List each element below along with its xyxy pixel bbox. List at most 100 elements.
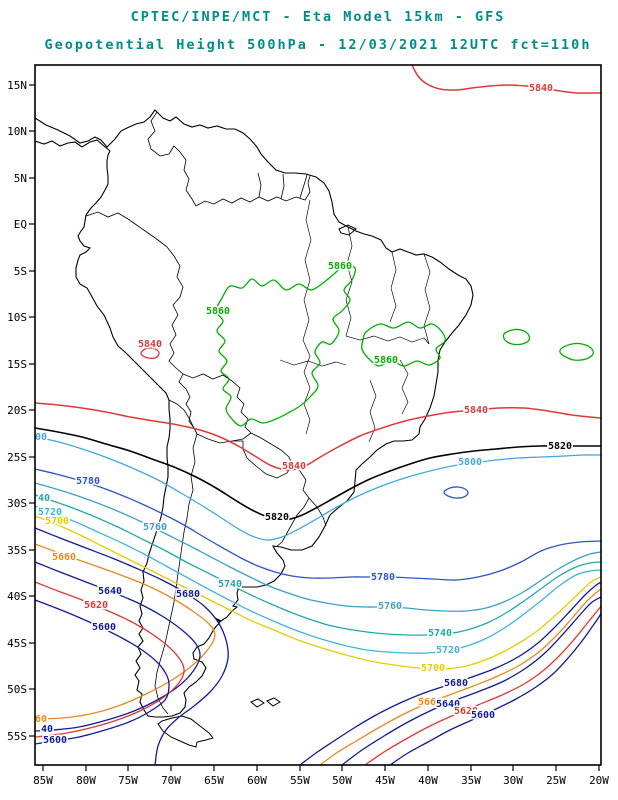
lat-label-30S: 30S	[7, 497, 27, 510]
contour-label-5660: 60	[35, 714, 47, 725]
contour-5820-line	[35, 427, 601, 521]
contour-label-5760: 5760	[378, 601, 402, 612]
contour-label-5740: 5740	[218, 579, 242, 590]
border-uruguay-brazil	[308, 497, 327, 527]
contour-label-5640: 40	[41, 724, 53, 735]
state-line-3	[423, 253, 431, 345]
contour-5860-line	[502, 328, 531, 346]
state-line-2	[389, 251, 397, 323]
contour-5720-line	[35, 505, 601, 654]
lat-label-25S: 25S	[7, 451, 27, 464]
map-frame	[34, 64, 602, 766]
border-argentina-brazil-uruguay	[275, 464, 310, 548]
contour-5680-line	[299, 581, 601, 765]
contour-label-5820: 5820	[548, 441, 572, 452]
contour-label-5640: 5640	[436, 699, 460, 710]
lat-label-40S: 40S	[7, 590, 27, 603]
contour-layer	[35, 65, 601, 765]
lat-label-55S: 55S	[7, 730, 27, 743]
title-line-1: CPTEC/INPE/MCT - Eta Model 15km - GFS	[131, 9, 506, 25]
contour-label-5640: 5640	[98, 586, 122, 597]
contour-label-5720: 5720	[38, 507, 62, 518]
contour-label-5620: 5620	[454, 706, 478, 717]
title-line-2: Geopotential Height 500hPa - 12/03/2021 …	[45, 37, 592, 53]
state-line-1	[345, 226, 353, 337]
contour-label-5700: 5700	[45, 516, 69, 527]
lat-label-15S: 15S	[7, 358, 27, 371]
contour-label-5840: 5840	[282, 461, 306, 472]
contour-5760-line	[35, 482, 601, 612]
state-line-5	[345, 335, 430, 345]
border-bolivia-brazil	[182, 373, 252, 434]
contour-5800-line	[443, 486, 469, 499]
island-marajo	[338, 224, 357, 236]
lat-label-EQ: EQ	[14, 218, 27, 231]
contour-label-5700: 5700	[421, 663, 445, 674]
contour-5860-line	[559, 342, 594, 361]
lon-label-65W: 65W	[204, 774, 224, 787]
axis-layer: 15N 10N 5N EQ 5S 10S 15S 20S 25S 30S 35S 40S 45S 50S 5…	[7, 79, 609, 787]
contour-label-5720: 5720	[436, 645, 460, 656]
border-andes-north	[85, 211, 168, 248]
contour-5840-line	[411, 65, 601, 94]
state-line-9	[399, 359, 409, 415]
lat-label-35S: 35S	[7, 544, 27, 557]
lat-label-20S: 20S	[7, 404, 27, 417]
contour-label-5680: 5680	[176, 589, 200, 600]
contour-5660-line	[319, 588, 601, 765]
lat-label-45S: 45S	[7, 637, 27, 650]
lon-label-20W: 20W	[589, 774, 609, 787]
state-line-8	[368, 379, 377, 443]
lon-label-25W: 25W	[546, 774, 566, 787]
contour-label-5800: 00	[35, 432, 47, 443]
coast-main	[35, 109, 474, 718]
contour-5800-line	[35, 436, 601, 541]
contour-label-5840: 5840	[464, 405, 488, 416]
contour-label-5840: 5840	[138, 339, 162, 350]
contour-label-5860: 5860	[374, 355, 398, 366]
contour-label-5600: 5600	[471, 710, 495, 721]
contour-5860-line	[360, 321, 446, 367]
contour-5680-line	[35, 527, 229, 765]
contour-5780-line	[35, 468, 601, 581]
state-line-4	[302, 199, 312, 341]
contour-label-5860: 5860	[328, 261, 352, 272]
lat-label-10N: 10N	[7, 125, 27, 138]
contour-5600-line	[35, 599, 170, 745]
contour-label-5800: 5800	[458, 457, 482, 468]
border-paraguay	[232, 432, 293, 479]
contour-label-layer: 5860 5860 5860 5840 5840 5840 5840 5820 5820 00 58…	[35, 82, 574, 748]
island-falkland-2	[266, 697, 281, 707]
contour-label-5660: 5660	[52, 552, 76, 563]
geography-layer	[35, 109, 474, 748]
lat-label-5S: 5S	[14, 265, 27, 278]
contour-label-5760: 5760	[143, 522, 167, 533]
border-chile-bolivia	[168, 399, 198, 435]
island-falkland-1	[250, 698, 265, 708]
lon-label-70W: 70W	[161, 774, 181, 787]
border-colombia-venezuela	[147, 111, 197, 207]
contour-5620-line	[35, 581, 185, 738]
lon-label-30W: 30W	[503, 774, 523, 787]
contour-5600-line	[389, 612, 601, 765]
lon-label-40W: 40W	[418, 774, 438, 787]
contour-label-5600: 5600	[43, 735, 67, 746]
contour-label-5780: 5780	[76, 476, 100, 487]
lon-label-55W: 55W	[290, 774, 310, 787]
border-north-chain	[195, 175, 311, 207]
contour-5840-line	[140, 347, 160, 360]
island-tierra-del-fuego	[157, 715, 214, 748]
lon-label-45W: 45W	[375, 774, 395, 787]
contour-5860-line	[215, 264, 357, 427]
contour-5660-line	[35, 543, 216, 720]
lon-label-50W: 50W	[332, 774, 352, 787]
border-guyana-e	[280, 173, 285, 200]
contour-label-5740: 5740	[428, 628, 452, 639]
contour-label-5820: 5820	[265, 512, 289, 523]
contour-5640-line	[35, 561, 201, 732]
contour-label-5620: 5620	[84, 600, 108, 611]
lat-label-50S: 50S	[7, 683, 27, 696]
contour-5640-line	[341, 596, 601, 765]
